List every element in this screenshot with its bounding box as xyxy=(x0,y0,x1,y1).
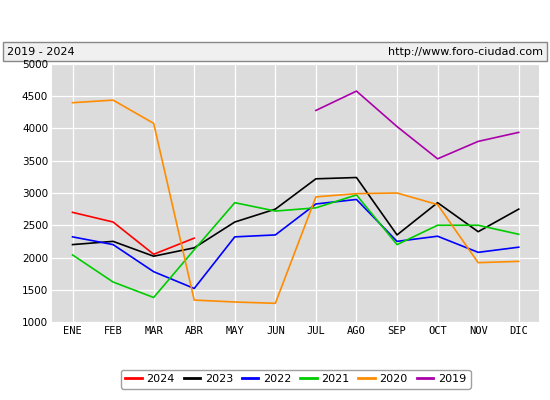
FancyBboxPatch shape xyxy=(3,42,547,61)
Text: http://www.foro-ciudad.com: http://www.foro-ciudad.com xyxy=(388,47,543,57)
Text: 2019 - 2024: 2019 - 2024 xyxy=(7,47,74,57)
Text: Evolucion Nº Turistas Nacionales en el municipio de Sant Pere de Ribes: Evolucion Nº Turistas Nacionales en el m… xyxy=(8,14,542,28)
Legend: 2024, 2023, 2022, 2021, 2020, 2019: 2024, 2023, 2022, 2021, 2020, 2019 xyxy=(121,370,470,389)
